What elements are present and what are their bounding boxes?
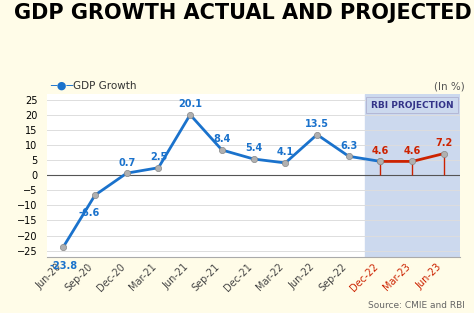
FancyBboxPatch shape xyxy=(366,97,458,114)
Text: 5.4: 5.4 xyxy=(245,143,262,153)
Text: 6.3: 6.3 xyxy=(340,141,357,151)
Text: -6.6: -6.6 xyxy=(79,208,100,218)
Text: 4.1: 4.1 xyxy=(277,147,294,157)
Text: (In %): (In %) xyxy=(434,81,465,91)
Text: GDP GROWTH ACTUAL AND PROJECTED: GDP GROWTH ACTUAL AND PROJECTED xyxy=(14,3,472,23)
Text: ─●─: ─●─ xyxy=(50,81,73,91)
Text: -23.8: -23.8 xyxy=(49,261,77,271)
Text: 20.1: 20.1 xyxy=(178,99,202,109)
Bar xyxy=(365,94,463,257)
Text: 2.5: 2.5 xyxy=(150,152,167,162)
Text: 4.6: 4.6 xyxy=(372,146,389,156)
Text: Source: CMIE and RBI: Source: CMIE and RBI xyxy=(368,301,465,310)
Text: GDP Growth: GDP Growth xyxy=(73,81,137,91)
Text: 0.7: 0.7 xyxy=(118,158,136,168)
Text: 7.2: 7.2 xyxy=(435,138,453,148)
Text: RBI PROJECTION: RBI PROJECTION xyxy=(371,101,454,110)
Text: 13.5: 13.5 xyxy=(305,119,329,129)
Text: 4.6: 4.6 xyxy=(403,146,421,156)
Text: 8.4: 8.4 xyxy=(213,134,230,144)
